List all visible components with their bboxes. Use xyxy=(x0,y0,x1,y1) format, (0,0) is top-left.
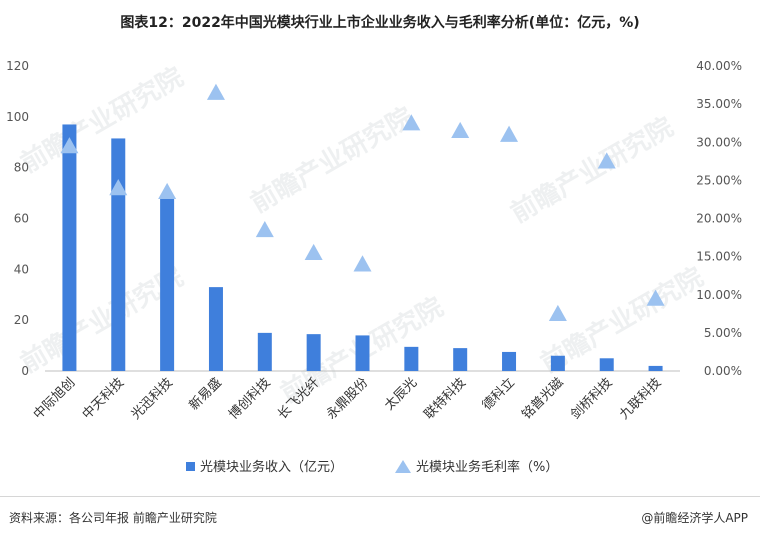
legend-triangle-swatch xyxy=(395,460,411,473)
left-axis-tick-label: 20 xyxy=(14,313,29,327)
right-axis-tick-label: 40.00% xyxy=(696,59,742,73)
margin-marker xyxy=(60,137,79,154)
category-label: 中天科技 xyxy=(80,375,127,422)
category-label: 九联科技 xyxy=(617,375,664,422)
margin-marker xyxy=(353,255,372,272)
category-label: 永鼎股份 xyxy=(324,375,371,422)
right-axis-tick-label: 35.00% xyxy=(696,97,742,111)
right-axis-tick-label: 0.00% xyxy=(704,364,742,378)
revenue-bar xyxy=(257,332,272,371)
source-note: 资料来源：各公司年报 前瞻产业研究院 xyxy=(9,511,217,525)
left-axis-tick-label: 0 xyxy=(21,364,29,378)
brand-credit: @前瞻经济学人APP xyxy=(641,511,748,525)
margin-marker xyxy=(402,114,421,131)
margin-marker xyxy=(548,304,567,322)
revenue-bar xyxy=(502,351,517,371)
margin-marker xyxy=(500,125,519,142)
category-label: 新易盛 xyxy=(186,375,225,414)
margin-marker xyxy=(158,182,177,200)
category-label: 博创科技 xyxy=(226,375,273,422)
category-label: 光迅科技 xyxy=(129,375,176,422)
revenue-bar xyxy=(62,124,77,371)
right-axis-tick-label: 5.00% xyxy=(704,326,742,340)
revenue-bar xyxy=(648,365,663,371)
revenue-bar xyxy=(453,348,468,371)
left-axis-tick-label: 40 xyxy=(14,262,29,276)
margin-marker xyxy=(255,220,274,238)
margin-marker xyxy=(646,289,665,306)
category-label: 剑桥科技 xyxy=(567,375,615,423)
right-axis-tick-label: 15.00% xyxy=(696,250,742,264)
legend-bar-swatch xyxy=(186,462,195,471)
chart-title: 图表12：2022年中国光模块行业上市企业业务收入与毛利率分析(单位：亿元，%) xyxy=(120,15,640,31)
left-axis-tick-label: 100 xyxy=(6,110,29,124)
revenue-bar xyxy=(550,355,565,371)
left-axis-tick-label: 80 xyxy=(14,161,29,175)
revenue-bar xyxy=(160,196,175,371)
right-axis-tick-label: 25.00% xyxy=(696,173,742,187)
category-label: 铭普光磁 xyxy=(519,375,566,422)
revenue-bar xyxy=(111,138,126,371)
legend-margin-label: 光模块业务毛利率（%） xyxy=(416,459,558,475)
category-label: 德科立 xyxy=(480,375,518,413)
left-axis-tick-label: 60 xyxy=(14,212,29,226)
footer-divider xyxy=(0,496,760,497)
revenue-bar xyxy=(355,335,370,371)
category-label: 联特科技 xyxy=(422,375,469,422)
category-label: 中际旭创 xyxy=(31,375,78,422)
revenue-bar xyxy=(208,287,223,371)
left-axis-tick-label: 120 xyxy=(6,59,29,73)
legend-revenue-label: 光模块业务收入（亿元） xyxy=(200,459,343,475)
revenue-bar xyxy=(306,334,321,371)
margin-marker xyxy=(451,121,470,139)
revenue-bar xyxy=(404,346,419,371)
margin-marker xyxy=(109,179,128,196)
margin-marker xyxy=(304,243,323,261)
revenue-bar xyxy=(599,358,614,371)
category-label: 长飞光纤 xyxy=(275,375,322,422)
category-label: 太辰光 xyxy=(382,375,420,413)
right-axis-tick-label: 20.00% xyxy=(696,212,742,226)
right-axis-tick-label: 10.00% xyxy=(696,288,742,302)
right-axis-tick-label: 30.00% xyxy=(696,135,742,149)
margin-marker xyxy=(206,83,225,100)
margin-marker xyxy=(597,152,616,169)
